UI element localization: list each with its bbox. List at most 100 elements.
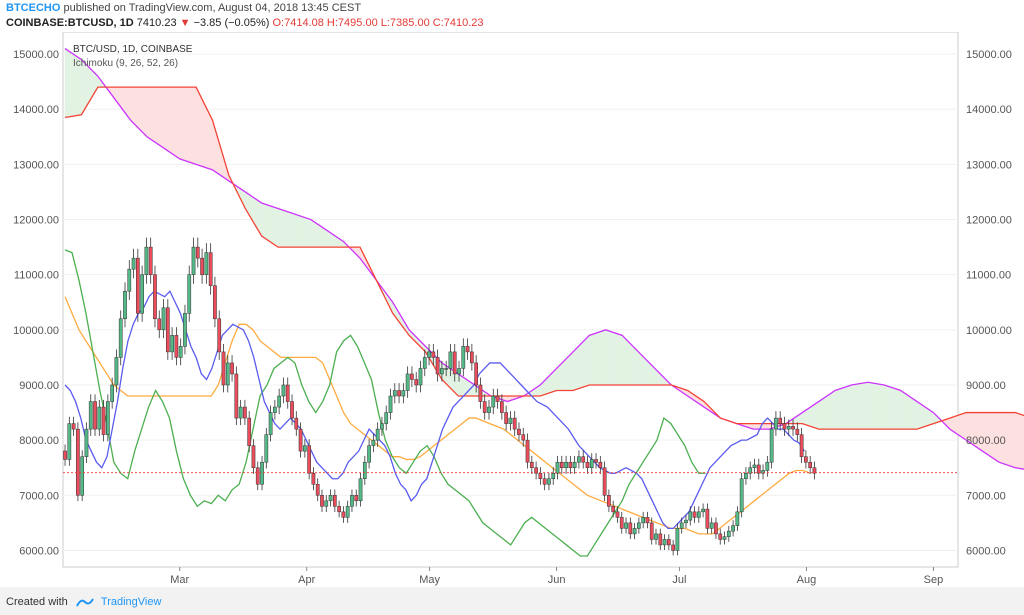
candle-body (769, 428, 774, 463)
tradingview-logo-icon (75, 598, 94, 607)
cloud-segment (810, 403, 815, 429)
cloud-segment (298, 214, 303, 248)
x-tick-label: May (419, 574, 440, 586)
candle-body (457, 368, 461, 375)
cloud-segment (183, 86, 189, 163)
candle-body (714, 522, 718, 535)
cloud-segment (277, 208, 283, 248)
cloud-segment (199, 95, 205, 168)
tradingview-link[interactable]: TradingView (100, 596, 162, 608)
close-value: C:7410.23 (432, 17, 484, 29)
x-tick-label: Apr (298, 574, 315, 586)
candle-body (350, 495, 354, 507)
candle-body (76, 428, 80, 496)
legend-indicator: Ichimoku (9, 26, 52, 26) (73, 58, 178, 69)
candle-body (118, 318, 123, 358)
cloud-segment (818, 398, 824, 430)
cloud-segment (896, 388, 901, 430)
candle-body (795, 428, 800, 435)
cloud-segment (875, 383, 881, 430)
header-bar: BTCECHO published on TradingView.com, Au… (0, 0, 1024, 32)
price-chart[interactable]: 6000.00 6000.00 7000.00 7000.00 8000.00 8000.… (0, 31, 1024, 587)
candle-body (752, 464, 757, 468)
cloud-segment (863, 381, 869, 430)
candle-body (628, 522, 633, 535)
candle-body (114, 357, 119, 386)
cloud-segment (281, 209, 287, 248)
candle-body (512, 417, 517, 430)
cloud-segment (916, 400, 922, 430)
candle-body (161, 307, 166, 331)
candle-body (170, 335, 174, 353)
candle-body (525, 439, 530, 463)
candle-body (123, 290, 127, 320)
candle-body (337, 506, 341, 513)
candle-body (358, 478, 363, 502)
cloud-segment (879, 383, 885, 430)
cloud-segment (634, 347, 639, 386)
cloud-segment (310, 218, 316, 248)
candle-body (234, 373, 239, 419)
senkou-span-b-line (64, 86, 1024, 430)
y-tick-label-right: 15000.00 (966, 49, 1012, 61)
candle-body (551, 472, 556, 480)
candle-body (521, 434, 526, 441)
candle-body (268, 412, 273, 435)
low-value: L:7385.00 (380, 17, 430, 29)
cloud-segment (765, 423, 770, 430)
candle-body (641, 517, 646, 524)
candle-body (782, 423, 787, 430)
open-value: O:7414.08 (272, 17, 324, 29)
candle-body (213, 285, 217, 320)
cloud-segment (859, 382, 865, 430)
cloud-segment (572, 347, 578, 391)
candle-body (534, 467, 538, 474)
candle-body (765, 461, 770, 471)
candle-body (705, 508, 710, 529)
candle-body (739, 478, 744, 513)
cloud-segment (982, 412, 987, 455)
candle-body (761, 470, 765, 474)
cloud-segment (1019, 413, 1024, 470)
candle-body (354, 495, 359, 502)
cloud-segment (834, 388, 840, 430)
published-text: published on TradingView.com, August 04,… (63, 2, 362, 14)
candle-body (371, 439, 376, 446)
candle-body (247, 417, 252, 446)
cloud-segment (290, 212, 295, 248)
candle-body (106, 401, 110, 435)
cloud-segment (568, 351, 574, 391)
candle-body (208, 252, 213, 286)
candle-body (662, 539, 667, 546)
candle-body (191, 246, 196, 275)
cloud-segment (847, 384, 852, 430)
candle-body (405, 373, 410, 391)
cloud-segment (273, 206, 279, 248)
chart-area[interactable]: 6000.00 6000.00 7000.00 7000.00 8000.00 8000.… (0, 31, 1024, 587)
candle-body (290, 401, 294, 419)
candle-body (799, 434, 804, 457)
cloud-segment (900, 389, 906, 430)
cloud-segment (158, 86, 164, 149)
candle-body (731, 525, 735, 532)
created-with: Created with TradingView (6, 596, 161, 608)
y-tick-label-right: 10000.00 (966, 325, 1012, 337)
x-tick-label: Sep (924, 574, 944, 586)
candle-body (294, 417, 299, 430)
down-triangle-icon: ▼ (179, 17, 191, 29)
cloud-segment (142, 86, 148, 138)
candle-body (504, 412, 508, 424)
cloud-segment (826, 392, 832, 430)
candle-body (585, 461, 590, 468)
cloud-segment (621, 334, 627, 386)
candle-body (298, 428, 303, 452)
candle-body (581, 456, 586, 463)
candle-body (200, 257, 204, 275)
candle-body (615, 511, 620, 518)
candle-body (542, 478, 547, 485)
candle-body (140, 274, 144, 314)
cloud-segment (752, 423, 758, 430)
candles (63, 237, 817, 556)
publisher-link[interactable]: BTCECHO (6, 2, 61, 14)
candle-body (221, 351, 226, 386)
